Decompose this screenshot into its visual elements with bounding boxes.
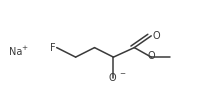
Text: +: + [21,45,27,51]
Text: O: O [109,73,116,83]
Text: F: F [50,43,56,53]
Text: O: O [147,51,155,61]
Text: Na: Na [9,46,22,57]
Text: O: O [153,31,160,41]
Text: −: − [119,71,126,77]
